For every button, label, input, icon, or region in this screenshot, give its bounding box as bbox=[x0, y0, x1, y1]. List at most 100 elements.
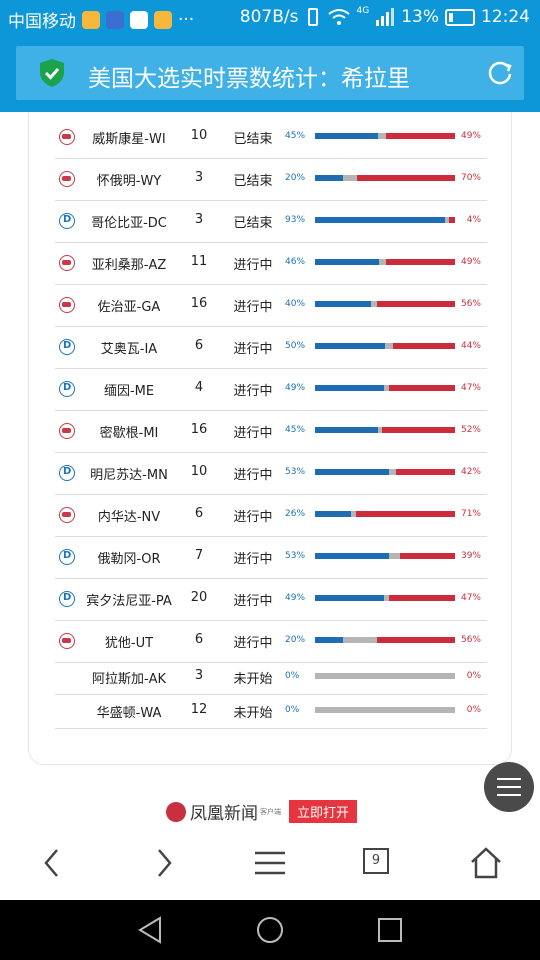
rep-share-fill bbox=[389, 385, 455, 391]
system-recents-icon[interactable] bbox=[376, 916, 404, 944]
electoral-votes: 3 bbox=[194, 170, 204, 185]
dem-percent: 46% bbox=[285, 257, 306, 267]
table-row[interactable]: 怀俄明-WY 3 已结束 20% 70% bbox=[55, 158, 487, 201]
count-status: 进行中 bbox=[233, 258, 273, 273]
count-status: 进行中 bbox=[233, 636, 273, 651]
menu-fab[interactable] bbox=[484, 762, 534, 812]
democrat-logo-icon bbox=[59, 381, 75, 397]
electoral-votes: 4 bbox=[194, 380, 204, 395]
democrat-logo-icon bbox=[59, 549, 75, 565]
vote-share-bar bbox=[315, 553, 455, 559]
electoral-votes: 3 bbox=[194, 668, 204, 683]
table-row[interactable]: 佐治亚-GA 16 进行中 40% 56% bbox=[55, 284, 487, 327]
rep-percent: 0% bbox=[466, 671, 481, 681]
table-row[interactable]: 阿拉斯加-AK 3 未开始 0% 0% bbox=[55, 662, 487, 695]
table-row[interactable]: 宾夕法尼亚-PA 20 进行中 49% 47% bbox=[55, 578, 487, 621]
vote-share-bar bbox=[315, 217, 455, 223]
rep-share-fill bbox=[355, 511, 455, 517]
title-box: 美国大选实时票数统计：希拉里 bbox=[16, 46, 524, 100]
rep-percent: 49% bbox=[460, 131, 481, 141]
electoral-votes: 10 bbox=[190, 128, 208, 143]
table-row[interactable]: 俄勒冈-OR 7 进行中 53% 39% bbox=[55, 536, 487, 579]
vote-share-bar bbox=[315, 673, 455, 679]
dem-percent: 49% bbox=[285, 383, 306, 393]
home-icon[interactable] bbox=[469, 846, 503, 880]
republican-logo-icon bbox=[59, 507, 75, 523]
dem-share-fill bbox=[315, 217, 446, 223]
menu-icon-line bbox=[497, 794, 521, 796]
rep-percent: 44% bbox=[460, 341, 481, 351]
app-notification-icon bbox=[106, 10, 124, 29]
rep-share-fill bbox=[400, 553, 455, 559]
rep-share-fill bbox=[376, 301, 455, 307]
dem-percent: 0% bbox=[285, 671, 300, 681]
system-home-icon[interactable] bbox=[255, 915, 285, 945]
count-status: 未开始 bbox=[233, 672, 273, 687]
back-icon[interactable] bbox=[36, 846, 70, 880]
refresh-icon[interactable] bbox=[486, 59, 514, 87]
table-row[interactable]: 华盛顿-WA 12 未开始 0% 0% bbox=[55, 696, 487, 729]
dem-percent: 20% bbox=[285, 173, 306, 183]
vote-share-bar bbox=[315, 511, 455, 517]
electoral-votes: 6 bbox=[194, 506, 204, 521]
rep-percent: 49% bbox=[460, 257, 481, 267]
system-back-icon[interactable] bbox=[136, 915, 164, 945]
status-bar: 中国移动 ··· 807B/s 4G 13% 12:24 bbox=[0, 0, 540, 36]
state-name: 密歇根-MI bbox=[99, 426, 159, 441]
table-row[interactable]: 明尼苏达-MN 10 进行中 53% 42% bbox=[55, 452, 487, 495]
table-row[interactable]: 亚利桑那-AZ 11 进行中 46% 49% bbox=[55, 242, 487, 285]
dem-share-fill bbox=[315, 343, 385, 349]
dem-percent: 40% bbox=[285, 299, 306, 309]
rep-percent: 56% bbox=[460, 635, 481, 645]
electoral-votes: 3 bbox=[194, 212, 204, 227]
table-row[interactable]: 密歇根-MI 16 进行中 45% 52% bbox=[55, 410, 487, 453]
state-name: 艾奥瓦-IA bbox=[100, 342, 158, 357]
dem-share-fill bbox=[315, 469, 390, 475]
menu-icon-line bbox=[497, 786, 521, 788]
vote-share-bar bbox=[315, 259, 455, 265]
tabs-button[interactable]: 9 bbox=[361, 846, 395, 880]
state-name: 俄勒冈-OR bbox=[97, 552, 161, 567]
table-row[interactable]: 哥伦比亚-DC 3 已结束 93% 4% bbox=[55, 200, 487, 243]
phoenix-logo-icon bbox=[166, 801, 186, 822]
republican-logo-icon bbox=[59, 297, 75, 313]
table-row[interactable]: 内华达-NV 6 进行中 26% 71% bbox=[55, 494, 487, 537]
republican-logo-icon bbox=[59, 633, 75, 649]
count-status: 未开始 bbox=[233, 706, 273, 721]
carrier-label: 中国移动 bbox=[8, 12, 76, 32]
rep-share-fill bbox=[386, 133, 455, 139]
tabs-count: 9 bbox=[363, 848, 389, 874]
menu-icon[interactable] bbox=[253, 846, 287, 880]
dem-share-fill bbox=[315, 427, 378, 433]
table-row[interactable]: 威斯康星-WI 10 已结束 45% 49% bbox=[55, 116, 487, 159]
rep-share-fill bbox=[382, 427, 455, 433]
dem-percent: 50% bbox=[285, 341, 306, 351]
count-status: 进行中 bbox=[233, 384, 273, 399]
table-row[interactable]: 犹他-UT 6 进行中 20% 56% bbox=[55, 620, 487, 663]
open-app-button[interactable]: 立即打开 bbox=[289, 800, 358, 823]
rep-percent: 0% bbox=[466, 705, 481, 715]
state-name: 明尼苏达-MN bbox=[90, 468, 168, 483]
table-row[interactable]: 艾奥瓦-IA 6 进行中 50% 44% bbox=[55, 326, 487, 369]
state-name: 阿拉斯加-AK bbox=[91, 672, 167, 687]
dem-share-fill bbox=[315, 175, 343, 181]
network-speed: 807B/s bbox=[239, 7, 299, 27]
rep-share-fill bbox=[386, 259, 455, 265]
electoral-votes: 20 bbox=[190, 590, 208, 605]
republican-logo-icon bbox=[59, 423, 75, 439]
count-status: 进行中 bbox=[233, 300, 273, 315]
forward-icon[interactable] bbox=[146, 846, 180, 880]
rep-percent: 70% bbox=[460, 173, 481, 183]
rep-share-fill bbox=[393, 343, 455, 349]
shield-check-icon bbox=[40, 59, 64, 87]
vote-share-bar bbox=[315, 301, 455, 307]
electoral-votes: 7 bbox=[194, 548, 204, 563]
promo-banner[interactable]: 凤凰新闻 客户端 立即打开 bbox=[166, 799, 358, 824]
table-row[interactable]: 缅因-ME 4 进行中 49% 47% bbox=[55, 368, 487, 411]
dem-share-fill bbox=[315, 301, 371, 307]
state-name: 宾夕法尼亚-PA bbox=[86, 594, 172, 609]
rep-share-fill bbox=[396, 469, 455, 475]
electoral-votes: 10 bbox=[190, 464, 208, 479]
dem-percent: 26% bbox=[285, 509, 306, 519]
vibrate-icon bbox=[307, 8, 318, 26]
